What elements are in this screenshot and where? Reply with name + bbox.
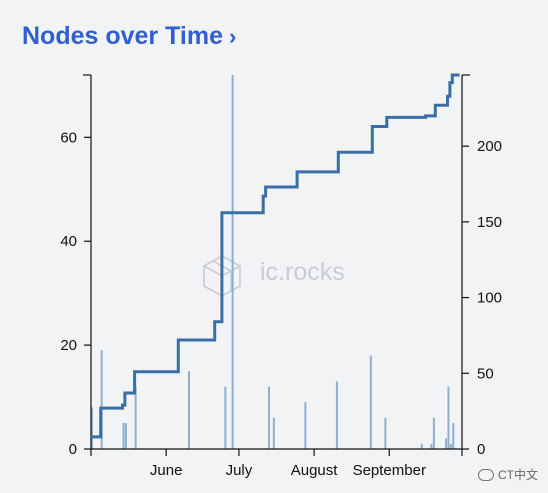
bar-18: [447, 386, 450, 449]
bar-1: [100, 350, 103, 449]
bar-9: [272, 417, 275, 449]
bar-6: [224, 386, 227, 449]
right-tick-label-0: 0: [477, 441, 485, 458]
right-tick-label-1: 50: [477, 365, 494, 382]
bar-7: [231, 75, 234, 449]
bar-14: [420, 443, 423, 449]
corner-watermark-text: CT中文: [498, 468, 538, 482]
left-tick-label-3: 60: [60, 129, 77, 146]
left-tick-label-2: 40: [60, 233, 77, 250]
bar-16: [432, 417, 435, 449]
bar-10: [304, 402, 307, 449]
left-tick-label-0: 0: [69, 441, 77, 458]
bar-8: [268, 386, 271, 449]
bars-layer: [91, 75, 455, 449]
bar-17: [445, 438, 448, 449]
bar-3: [124, 423, 127, 449]
corner-watermark: CT中文: [478, 466, 538, 483]
chart-title: Nodes over Time: [22, 22, 224, 50]
bar-11: [335, 381, 338, 449]
series-line-0: [91, 73, 460, 439]
line-layer: [91, 73, 460, 439]
left-tick-label-1: 20: [60, 337, 77, 354]
bar-12: [369, 355, 372, 449]
bar-2: [122, 423, 125, 449]
bar-5: [187, 371, 190, 449]
x-tick-label-3: September: [353, 462, 426, 479]
x-tick-label-2: August: [291, 462, 339, 479]
ic-rocks-watermark: ic.rocks: [203, 255, 345, 297]
bar-13: [384, 417, 387, 449]
right-tick-label-2: 100: [477, 290, 502, 307]
bar-20: [452, 423, 455, 449]
bar-4: [134, 386, 137, 449]
bar-15: [430, 443, 433, 449]
chevron-right-icon: ›: [229, 24, 237, 49]
axes-layer: 0 20 40 60 0 50 100 150 200 June July August Septemb…: [60, 74, 502, 479]
x-tick-label-0: June: [150, 462, 183, 479]
x-tick-label-1: July: [226, 462, 253, 479]
bar-0: [91, 407, 93, 449]
nodes-over-time-link[interactable]: Nodes over Time ›: [22, 22, 236, 51]
right-tick-label-3: 150: [477, 214, 502, 231]
bar-19: [449, 443, 452, 449]
wechat-icon: [478, 468, 494, 481]
right-tick-label-4: 200: [477, 138, 502, 155]
watermark-text: ic.rocks: [260, 258, 345, 286]
